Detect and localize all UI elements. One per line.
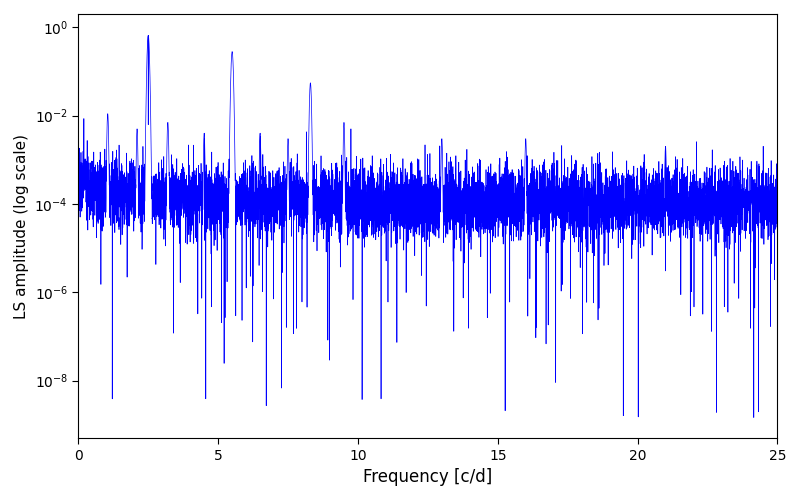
Y-axis label: LS amplitude (log scale): LS amplitude (log scale): [14, 134, 29, 318]
X-axis label: Frequency [c/d]: Frequency [c/d]: [363, 468, 493, 486]
